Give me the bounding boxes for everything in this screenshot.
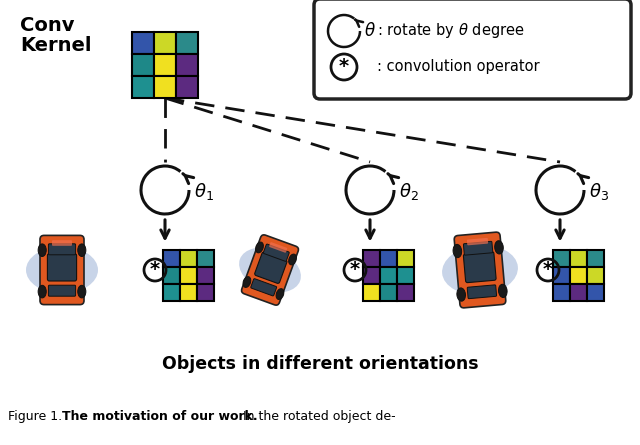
Ellipse shape [289,254,296,265]
FancyBboxPatch shape [467,238,488,245]
Bar [163,267,179,283]
Text: $\theta$: $\theta$ [364,22,376,40]
Bar [570,250,586,267]
Ellipse shape [77,285,86,298]
Bar [154,76,176,98]
Bar [380,283,397,300]
Bar [397,250,413,267]
Bar [586,267,604,283]
Text: : convolution operator: : convolution operator [377,60,540,74]
Bar [196,283,214,300]
Bar [552,267,570,283]
Ellipse shape [255,242,264,253]
Bar [179,283,196,300]
Bar [176,76,198,98]
FancyBboxPatch shape [454,232,506,308]
Bar [154,32,176,54]
Ellipse shape [442,245,518,295]
Text: $\theta_3$: $\theta_3$ [589,182,609,202]
FancyBboxPatch shape [255,252,287,283]
Bar [570,283,586,300]
FancyBboxPatch shape [40,235,84,304]
Bar [552,283,570,300]
Text: In the rotated object de-: In the rotated object de- [235,410,396,423]
FancyBboxPatch shape [49,244,76,255]
Ellipse shape [26,247,98,293]
Text: *: * [350,260,360,279]
Bar [570,267,586,283]
Bar [586,283,604,300]
FancyBboxPatch shape [251,279,276,296]
Bar [163,250,179,267]
FancyBboxPatch shape [467,285,497,299]
Bar [132,76,154,98]
FancyBboxPatch shape [463,241,493,255]
Bar [552,250,570,267]
FancyBboxPatch shape [47,254,77,281]
Ellipse shape [38,285,46,298]
Text: Conv: Conv [20,16,74,35]
Text: Figure 1.: Figure 1. [8,410,70,423]
Text: *: * [339,57,349,76]
Bar [196,250,214,267]
Bar [362,283,380,300]
Text: $\theta_1$: $\theta_1$ [194,182,214,202]
Bar [154,54,176,76]
Bar [179,250,196,267]
Bar [132,32,154,54]
FancyBboxPatch shape [314,0,631,99]
Bar [380,250,397,267]
Ellipse shape [276,289,284,299]
Bar [176,32,198,54]
Bar [179,267,196,283]
Ellipse shape [495,241,503,254]
Bar [196,267,214,283]
Text: Objects in different orientations: Objects in different orientations [162,355,478,373]
FancyBboxPatch shape [264,244,289,261]
FancyBboxPatch shape [49,285,76,296]
FancyBboxPatch shape [463,252,496,283]
Ellipse shape [38,244,46,256]
Bar [397,283,413,300]
Ellipse shape [243,277,251,287]
Text: Kernel: Kernel [20,36,92,55]
Text: The motivation of our work.: The motivation of our work. [62,410,258,423]
Text: : rotate by $\theta$ degree: : rotate by $\theta$ degree [377,21,525,40]
Ellipse shape [457,288,465,301]
Ellipse shape [239,247,301,292]
FancyBboxPatch shape [269,242,287,253]
Ellipse shape [453,244,461,258]
Bar [362,250,380,267]
Text: *: * [543,260,553,279]
FancyBboxPatch shape [241,235,298,305]
Bar [176,54,198,76]
Bar [132,54,154,76]
Ellipse shape [499,284,507,298]
Bar [397,267,413,283]
Bar [380,267,397,283]
Text: *: * [150,260,160,279]
Bar [586,250,604,267]
Bar [163,283,179,300]
FancyBboxPatch shape [52,240,72,246]
Ellipse shape [77,244,86,256]
Text: $\theta_2$: $\theta_2$ [399,182,419,202]
Bar [362,267,380,283]
